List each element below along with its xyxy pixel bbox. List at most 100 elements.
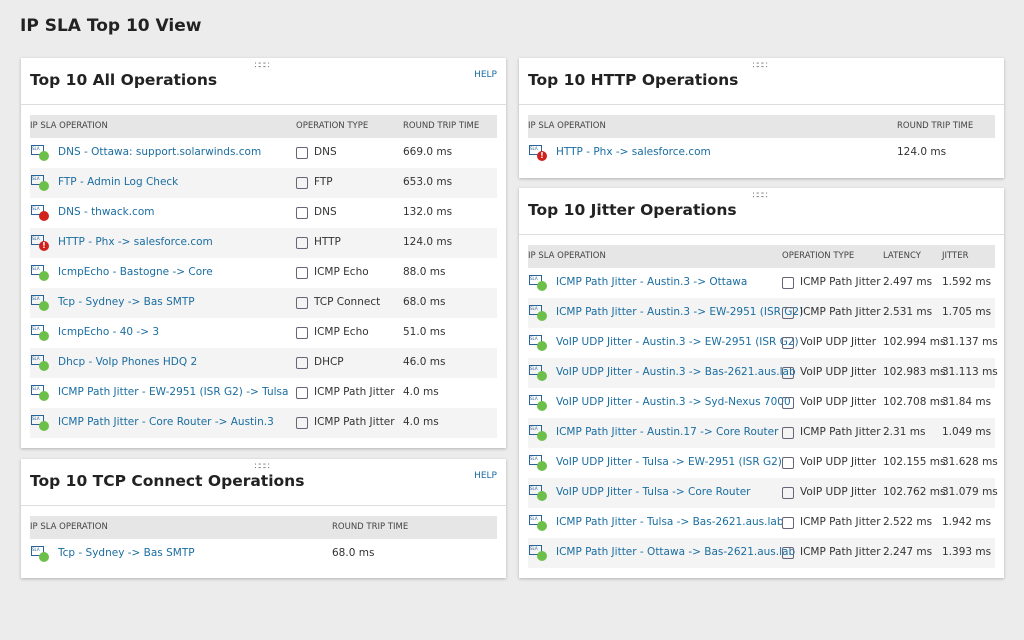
operation-link[interactable]: VoIP UDP Jitter - Tulsa -> Core Router bbox=[556, 486, 751, 498]
table-row: SLA! HTTP - Phx -> salesforce.com 124.0 ms bbox=[528, 138, 995, 168]
cell: 132.0 ms bbox=[403, 206, 453, 218]
panel-title: Top 10 All Operations bbox=[30, 71, 218, 89]
status-icon bbox=[537, 371, 547, 381]
operation-link[interactable]: FTP - Admin Log Check bbox=[58, 176, 179, 188]
operation-link[interactable]: ICMP Path Jitter - Austin.3 -> Ottawa bbox=[556, 276, 748, 288]
sla-icon: SLA bbox=[529, 515, 542, 525]
table-row: SLA ICMP Path Jitter - Tulsa -> Bas-2621.… bbox=[528, 508, 995, 538]
panel-title: Top 10 TCP Connect Operations bbox=[30, 472, 305, 490]
cell: 46.0 ms bbox=[403, 356, 446, 368]
type-icon bbox=[782, 307, 794, 319]
help-link[interactable]: HELP bbox=[474, 70, 497, 80]
cell: 31.079 ms bbox=[942, 486, 998, 498]
operation-link[interactable]: IcmpEcho - Bastogne -> Core bbox=[58, 266, 213, 278]
table-row: SLA Dhcp - VoIp Phones HDQ 2 DHCP 46.0 ms bbox=[30, 348, 497, 378]
cell: 102.994 ms bbox=[883, 336, 946, 348]
sla-icon: SLA bbox=[31, 385, 44, 395]
operation-link[interactable]: HTTP - Phx -> salesforce.com bbox=[58, 236, 213, 248]
operation-link[interactable]: DNS - Ottawa: support.solarwinds.com bbox=[58, 146, 262, 158]
status-icon bbox=[39, 552, 49, 562]
sla-icon: SLA bbox=[31, 145, 44, 155]
drag-handle: ∷∷∷ bbox=[752, 191, 768, 201]
operation-link[interactable]: ICMP Path Jitter - EW-2951 (ISR G2) -> T… bbox=[58, 386, 289, 398]
operation-link[interactable]: Tcp - Sydney -> Bas SMTP bbox=[58, 296, 195, 308]
operation-link[interactable]: VoIP UDP Jitter - Austin.3 -> Syd-Nexus … bbox=[556, 396, 791, 408]
cell: 1.942 ms bbox=[942, 516, 992, 528]
status-icon bbox=[537, 431, 547, 441]
sla-icon: SLA bbox=[31, 325, 44, 335]
cell: ICMP Path Jitter bbox=[800, 546, 881, 558]
sla-icon: SLA bbox=[529, 455, 542, 465]
status-icon bbox=[39, 211, 49, 221]
cell: 102.708 ms bbox=[883, 396, 946, 408]
operation-link[interactable]: VoIP UDP Jitter - Austin.3 -> Bas-2621.a… bbox=[556, 366, 796, 378]
table-row: SLA VoIP UDP Jitter - Austin.3 -> Bas-262… bbox=[528, 358, 998, 388]
status-icon: ! bbox=[537, 151, 547, 161]
status-icon bbox=[39, 421, 49, 431]
operation-link[interactable]: HTTP - Phx -> salesforce.com bbox=[556, 146, 711, 158]
status-icon: ! bbox=[39, 241, 49, 251]
sla-icon: SLA bbox=[529, 395, 542, 405]
sla-icon: SLA bbox=[529, 545, 542, 555]
divider bbox=[21, 104, 506, 105]
cell: 31.137 ms bbox=[942, 336, 998, 348]
table-row: SLA ICMP Path Jitter - Austin.3 -> Ottawa… bbox=[528, 268, 995, 298]
operation-link[interactable]: ICMP Path Jitter - Austin.17 -> Core Rou… bbox=[556, 426, 779, 438]
panel-title: Top 10 HTTP Operations bbox=[528, 71, 739, 89]
column-header: IP SLA OPERATION bbox=[30, 121, 108, 131]
divider bbox=[21, 505, 506, 506]
operation-link[interactable]: Tcp - Sydney -> Bas SMTP bbox=[58, 547, 195, 559]
table-row: SLA DNS - Ottawa: support.solarwinds.com D… bbox=[30, 138, 497, 168]
column-header: OPERATION TYPE bbox=[782, 251, 855, 261]
cell: ICMP Path Jitter bbox=[800, 426, 881, 438]
sla-icon: SLA bbox=[31, 546, 44, 556]
cell: 1.705 ms bbox=[942, 306, 992, 318]
operation-link[interactable]: ICMP Path Jitter - Ottawa -> Bas-2621.au… bbox=[556, 546, 796, 558]
cell: VoIP UDP Jitter bbox=[800, 336, 877, 348]
cell: 669.0 ms bbox=[403, 146, 453, 158]
cell: TCP Connect bbox=[314, 296, 381, 308]
operation-link[interactable]: IcmpEcho - 40 -> 3 bbox=[58, 326, 160, 338]
operation-link[interactable]: Dhcp - VoIp Phones HDQ 2 bbox=[58, 356, 198, 368]
column-header: OPERATION TYPE bbox=[296, 121, 369, 131]
table-row: SLA DNS - thwack.com DNS 132.0 ms bbox=[30, 198, 497, 228]
status-icon bbox=[39, 271, 49, 281]
cell: HTTP bbox=[314, 236, 341, 248]
type-icon bbox=[296, 147, 308, 159]
type-icon bbox=[296, 297, 308, 309]
help-link[interactable]: HELP bbox=[474, 471, 497, 481]
sla-icon: SLA bbox=[529, 145, 542, 155]
cell: 102.983 ms bbox=[883, 366, 946, 378]
type-icon bbox=[296, 357, 308, 369]
operation-link[interactable]: ICMP Path Jitter - Austin.3 -> EW-2951 (… bbox=[556, 306, 804, 318]
table-row: SLA ICMP Path Jitter - Austin.17 -> Core … bbox=[528, 418, 995, 448]
drag-handle: ∷∷∷ bbox=[752, 61, 768, 71]
operation-link[interactable]: VoIP UDP Jitter - Tulsa -> EW-2951 (ISR … bbox=[556, 456, 782, 468]
operation-link[interactable]: DNS - thwack.com bbox=[58, 206, 155, 218]
type-icon bbox=[296, 267, 308, 279]
type-icon bbox=[782, 547, 794, 559]
operation-link[interactable]: ICMP Path Jitter - Core Router -> Austin… bbox=[58, 416, 274, 428]
table-row: SLA! HTTP - Phx -> salesforce.com HTTP 124.… bbox=[30, 228, 497, 258]
cell: 31.628 ms bbox=[942, 456, 998, 468]
table-header: IP SLA OPERATION OPERATION TYPE ROUND TRIP… bbox=[30, 115, 497, 138]
table-row: SLA IcmpEcho - 40 -> 3 ICMP Echo 51.0 ms bbox=[30, 318, 497, 348]
cell: 4.0 ms bbox=[403, 386, 439, 398]
operation-link[interactable]: ICMP Path Jitter - Tulsa -> Bas-2621.aus… bbox=[556, 516, 784, 528]
sla-icon: SLA bbox=[31, 295, 44, 305]
type-icon bbox=[296, 237, 308, 249]
status-icon bbox=[39, 361, 49, 371]
column-header: IP SLA OPERATION bbox=[30, 522, 108, 532]
panel-title: Top 10 Jitter Operations bbox=[528, 201, 737, 219]
column-header: ROUND TRIP TIME bbox=[897, 121, 974, 131]
operation-link[interactable]: VoIP UDP Jitter - Austin.3 -> EW-2951 (I… bbox=[556, 336, 799, 348]
sla-icon: SLA bbox=[31, 265, 44, 275]
cell: 2.522 ms bbox=[883, 516, 933, 528]
column-header: JITTER bbox=[942, 251, 969, 261]
sla-icon: SLA bbox=[31, 175, 44, 185]
cell: 1.393 ms bbox=[942, 546, 992, 558]
sla-icon: SLA bbox=[529, 425, 542, 435]
type-icon bbox=[782, 457, 794, 469]
status-icon bbox=[39, 391, 49, 401]
